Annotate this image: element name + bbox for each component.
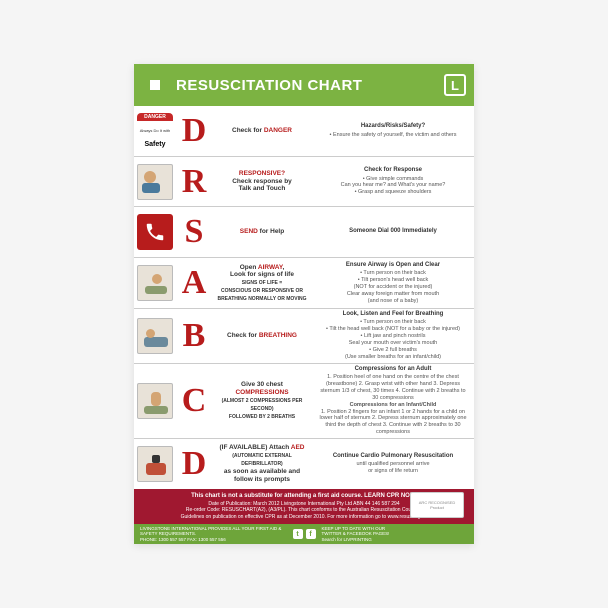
footer-contact-right: KEEP UP TO DATE WITH OURTWITTER & FACEBO…: [322, 526, 469, 542]
step-icon: [134, 258, 176, 308]
step-detail: Hazards/Risks/Safety?• Ensure the safety…: [312, 106, 474, 156]
step-letter: C: [176, 364, 212, 438]
step-illustration: [137, 164, 173, 200]
twitter-icon: t: [293, 529, 303, 539]
step-icon: [134, 364, 176, 438]
step-action: (IF AVAILABLE) Attach AED(AUTOMATIC EXTE…: [212, 439, 312, 489]
step-action: RESPONSIVE?Check response byTalk and Tou…: [212, 157, 312, 207]
step-detail: Look, Listen and Feel for Breathing• Tur…: [312, 309, 474, 363]
step-detail: Ensure Airway is Open and Clear• Turn pe…: [312, 258, 474, 308]
step-icon: [134, 309, 176, 363]
step-action: SEND for Help: [212, 207, 312, 257]
step-detail: Someone Dial 000 Immediately: [312, 207, 474, 257]
step-letter: D: [176, 439, 212, 489]
footer-contact: LIVINGSTONE INTERNATIONAL PROVIDES ALL Y…: [134, 524, 474, 544]
step-letter: D: [176, 106, 212, 156]
step-row: CGive 30 chestCOMPRESSIONS(ALMOST 2 COMP…: [134, 364, 474, 439]
footer-contact-left: LIVINGSTONE INTERNATIONAL PROVIDES ALL Y…: [140, 526, 287, 542]
step-icon: [134, 157, 176, 207]
step-row: AOpen AIRWAY,Look for signs of lifeSIGNS…: [134, 258, 474, 309]
step-action: Check for DANGER: [212, 106, 312, 156]
step-action: Give 30 chestCOMPRESSIONS(ALMOST 2 COMPR…: [212, 364, 312, 438]
step-illustration: [137, 318, 173, 354]
brand-logo-icon: L: [444, 74, 466, 96]
step-detail: Check for Response• Give simple commands…: [312, 157, 474, 207]
step-detail: Compressions for an Adult1. Position hee…: [312, 364, 474, 438]
step-letter: A: [176, 258, 212, 308]
step-illustration: [137, 446, 173, 482]
first-aid-cross-icon: [142, 72, 168, 98]
phone-icon: [137, 214, 173, 250]
step-icon: DANGERAlways Do It withSafety: [134, 106, 176, 156]
step-row: RRESPONSIVE?Check response byTalk and To…: [134, 157, 474, 208]
step-letter: S: [176, 207, 212, 257]
step-action: Check for BREATHING: [212, 309, 312, 363]
step-row: DANGERAlways Do It withSafetyDCheck for …: [134, 106, 474, 157]
facebook-icon: f: [306, 529, 316, 539]
step-illustration: [137, 383, 173, 419]
step-row: BCheck for BREATHINGLook, Listen and Fee…: [134, 309, 474, 364]
poster-title: RESUSCITATION CHART: [176, 77, 436, 94]
step-letter: R: [176, 157, 212, 207]
step-action: Open AIRWAY,Look for signs of lifeSIGNS …: [212, 258, 312, 308]
step-icon: [134, 207, 176, 257]
resuscitation-poster: RESUSCITATION CHART L DANGERAlways Do It…: [134, 64, 474, 544]
step-illustration: [137, 265, 173, 301]
step-icon: [134, 439, 176, 489]
step-letter: B: [176, 309, 212, 363]
step-row: D(IF AVAILABLE) Attach AED(AUTOMATIC EXT…: [134, 439, 474, 489]
poster-header: RESUSCITATION CHART L: [134, 64, 474, 106]
certification-seal: ARC RECOGNISEDProduct: [410, 492, 464, 518]
steps-list: DANGERAlways Do It withSafetyDCheck for …: [134, 106, 474, 489]
social-icons: t f: [293, 529, 316, 539]
step-detail: Continue Cardio Pulmonary Resuscitationu…: [312, 439, 474, 489]
step-row: SSEND for HelpSomeone Dial 000 Immediate…: [134, 207, 474, 258]
danger-sign-icon: DANGERAlways Do It withSafety: [137, 113, 173, 149]
